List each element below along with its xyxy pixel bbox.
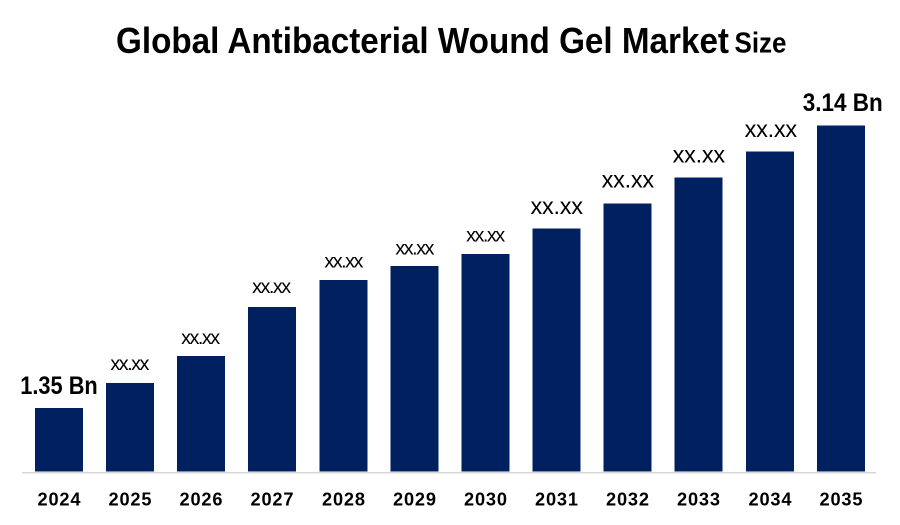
svg-text:2028: 2028 bbox=[322, 490, 365, 510]
svg-text:xx.xx: xx.xx bbox=[466, 224, 505, 246]
svg-text:xx.xx: xx.xx bbox=[181, 327, 220, 349]
svg-text:2030: 2030 bbox=[464, 490, 507, 510]
svg-text:2026: 2026 bbox=[180, 490, 223, 510]
svg-text:xx.xx: xx.xx bbox=[602, 167, 655, 193]
svg-text:2024: 2024 bbox=[38, 490, 82, 510]
svg-text:xx.xx: xx.xx bbox=[395, 238, 434, 260]
svg-text:2027: 2027 bbox=[251, 490, 294, 510]
svg-text:3.14 Bn: 3.14 Bn bbox=[803, 90, 883, 117]
svg-text:2035: 2035 bbox=[820, 490, 863, 510]
svg-text:2029: 2029 bbox=[393, 490, 436, 510]
svg-text:2034: 2034 bbox=[749, 490, 793, 510]
svg-text:1.35 Bn: 1.35 Bn bbox=[20, 373, 98, 400]
svg-text:xx.xx: xx.xx bbox=[110, 353, 149, 375]
svg-text:xx.xx: xx.xx bbox=[252, 276, 291, 298]
svg-text:xx.xx: xx.xx bbox=[673, 142, 726, 168]
svg-text:2032: 2032 bbox=[606, 490, 649, 510]
svg-text:xx.xx: xx.xx bbox=[324, 250, 363, 272]
svg-text:2033: 2033 bbox=[677, 490, 720, 510]
svg-text:xx.xx: xx.xx bbox=[745, 116, 798, 142]
svg-text:Size: Size bbox=[735, 28, 787, 60]
svg-text:Global Antibacterial Wound Gel: Global Antibacterial Wound Gel Market bbox=[116, 20, 729, 61]
svg-text:2025: 2025 bbox=[109, 490, 152, 510]
svg-text:2031: 2031 bbox=[535, 490, 578, 510]
svg-text:xx.xx: xx.xx bbox=[531, 193, 584, 219]
